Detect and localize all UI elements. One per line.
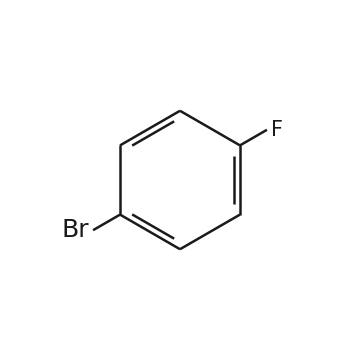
Text: F: F xyxy=(271,120,283,140)
Text: Br: Br xyxy=(62,218,90,242)
